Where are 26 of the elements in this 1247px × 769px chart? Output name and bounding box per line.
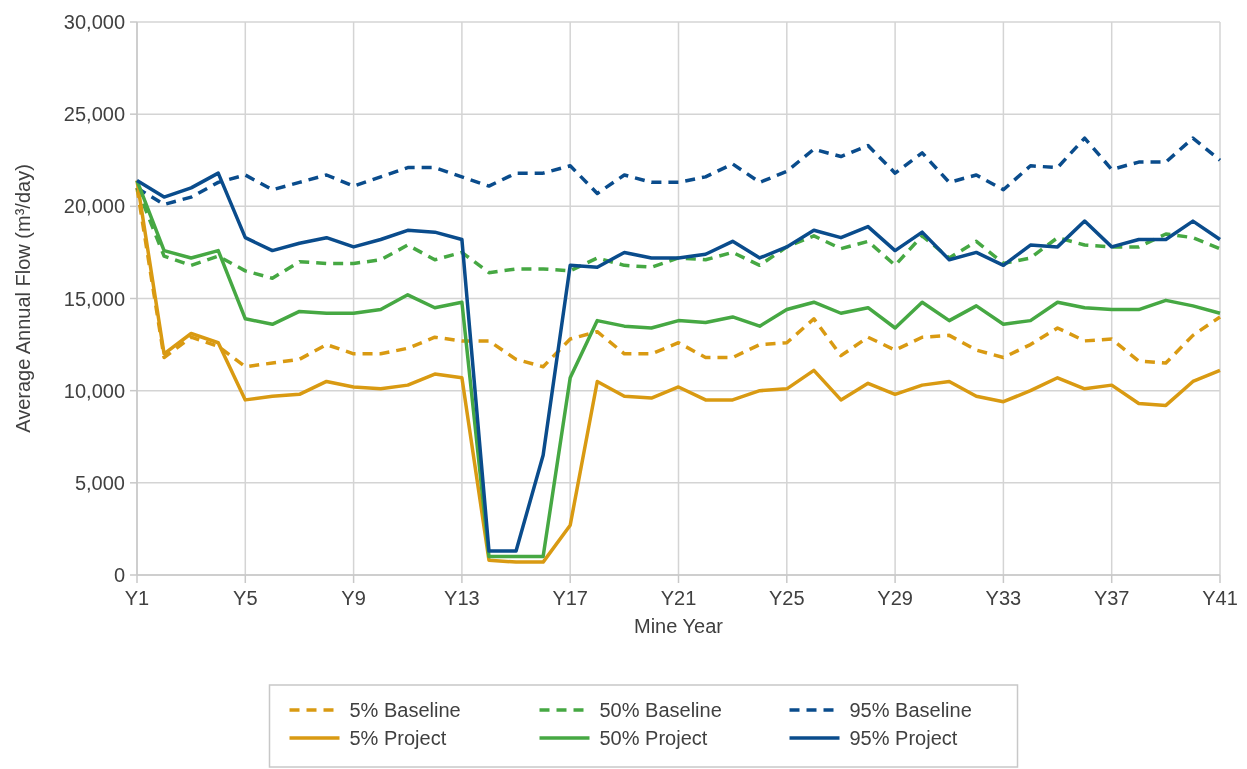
x-tick-label: Y25: [769, 587, 805, 609]
x-axis-title: Mine Year: [634, 615, 724, 637]
y-tick-label: 20,000: [63, 195, 125, 218]
x-tick-label: Y29: [877, 587, 913, 609]
y-tick-label: 15,000: [63, 287, 125, 310]
y-tick-label: 10,000: [63, 379, 125, 402]
legend-label: 50% Baseline: [599, 699, 722, 721]
legend-label: 50% Project: [599, 727, 708, 749]
legend-label: 95% Baseline: [849, 699, 972, 721]
x-tick-label: Y37: [1093, 587, 1130, 609]
x-tick-label: Y1: [124, 587, 150, 609]
x-tick-label: Y17: [552, 587, 588, 609]
legend-label: 5% Baseline: [349, 699, 461, 721]
legend-label: 5% Project: [349, 727, 447, 749]
x-tick-label: Y9: [341, 587, 366, 609]
y-tick-label: 25,000: [63, 103, 125, 126]
y-tick-label: 30,000: [63, 11, 125, 33]
x-tick-label: Y13: [444, 587, 480, 609]
y-tick-label: 5,000: [74, 471, 125, 494]
x-tick-label: Y41: [1202, 587, 1238, 609]
x-tick-label: Y5: [233, 587, 258, 609]
legend-label: 95% Project: [849, 727, 958, 749]
y-axis-title: Average Annual Flow (m³/day): [12, 164, 34, 433]
y-tick-label: 0: [113, 564, 125, 586]
x-tick-label: Y33: [985, 587, 1022, 609]
x-tick-label: Y21: [660, 587, 697, 609]
